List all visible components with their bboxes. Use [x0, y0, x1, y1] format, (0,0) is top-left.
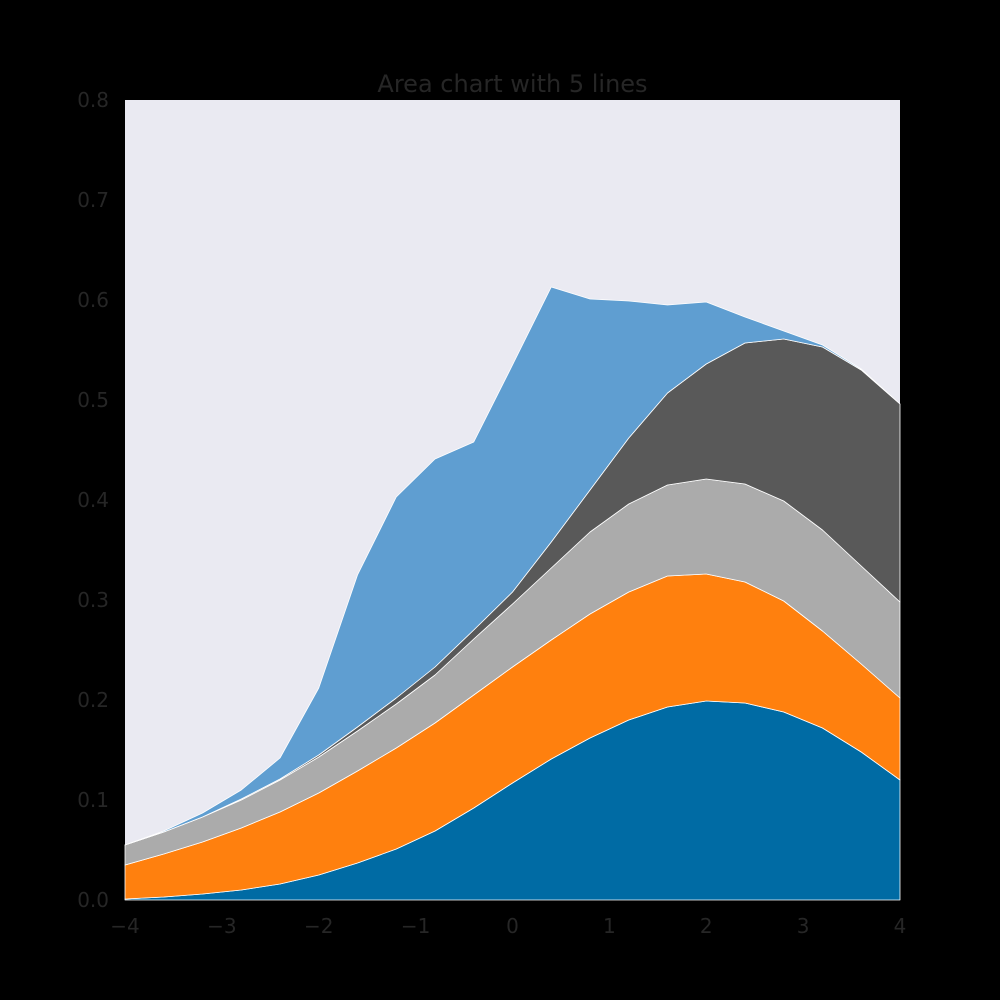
y-tick-label: 0.0	[77, 888, 109, 912]
x-tick-label: −2	[304, 914, 333, 938]
x-tick-label: 4	[894, 914, 907, 938]
x-tick-label: 1	[603, 914, 616, 938]
y-tick-label: 0.2	[77, 688, 109, 712]
x-axis-ticks: −4 −3 −2 −1 0 1 2 3 4	[110, 914, 906, 938]
x-tick-label: −4	[110, 914, 139, 938]
y-axis-ticks: 0.0 0.1 0.2 0.3 0.4 0.5 0.6 0.7 0.8	[77, 88, 109, 912]
x-tick-label: 2	[700, 914, 713, 938]
series-areas	[124, 286, 901, 901]
x-tick-label: 3	[797, 914, 810, 938]
y-tick-label: 0.8	[77, 88, 109, 112]
chart-title: Area chart with 5 lines	[377, 70, 647, 98]
area-series-5	[124, 286, 901, 846]
y-tick-label: 0.7	[77, 188, 109, 212]
y-tick-label: 0.3	[77, 588, 109, 612]
x-tick-label: −1	[401, 914, 430, 938]
y-tick-label: 0.6	[77, 288, 109, 312]
y-tick-label: 0.5	[77, 388, 109, 412]
x-tick-label: −3	[207, 914, 236, 938]
x-tick-label: 0	[506, 914, 519, 938]
y-tick-label: 0.4	[77, 488, 109, 512]
y-tick-label: 0.1	[77, 788, 109, 812]
